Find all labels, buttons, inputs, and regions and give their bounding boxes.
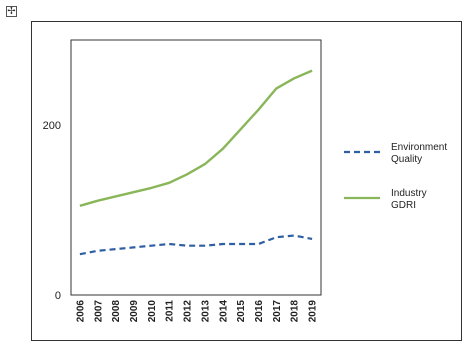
chart-frame [31,21,462,341]
plot-area [70,39,322,296]
x-tick-label: 2016 [254,300,265,323]
x-tick-label: 2014 [218,300,229,323]
x-axis-ticks: 2006 2007 2008 2009 2010 2011 2012 2013 2014 2015… [75,300,318,323]
series-line-1 [79,69,313,207]
series-line-0 [79,234,313,256]
x-tick-label: 2008 [111,300,122,323]
legend-label-0: Quality [391,154,422,165]
x-tick-label: 2017 [272,300,283,323]
x-tick-label: 2006 [75,300,86,323]
x-tick-label: 2007 [93,300,104,323]
x-tick-label: 2018 [290,300,301,323]
legend-label-1: GDRI [391,200,416,211]
legend-label-1: Industry [391,188,427,199]
x-tick-label: 2009 [129,300,140,323]
move-cross-glyph: ✢ [7,5,16,17]
x-tick-label: 2011 [165,300,176,322]
y-axis-ticks: 0 200 [43,120,61,302]
series-lines [79,69,313,256]
x-tick-label: 2010 [147,300,158,323]
y-tick-label: 0 [55,290,61,302]
x-tick-label: 2015 [236,300,247,323]
move-cross-icon[interactable]: ✢ [6,6,17,17]
x-tick-label: 2013 [200,300,211,323]
legend-label-0: Environment [391,142,447,153]
x-tick-label: 2012 [183,300,194,323]
x-tick-label: 2019 [308,300,319,323]
y-tick-label: 200 [43,120,61,132]
